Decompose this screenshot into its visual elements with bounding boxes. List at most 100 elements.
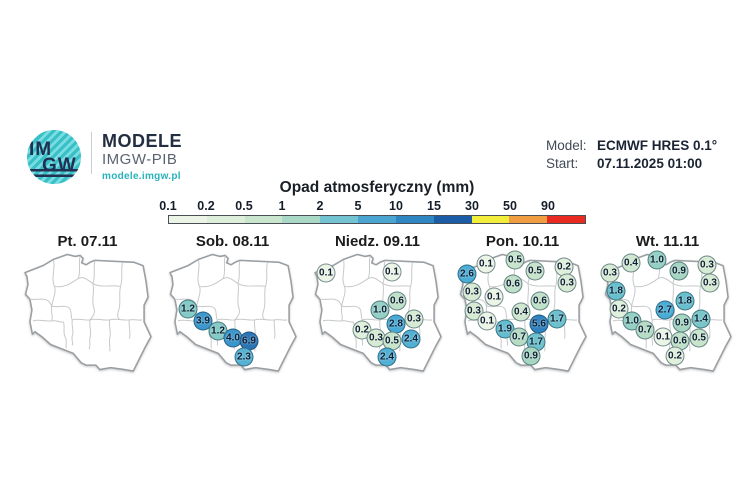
legend-tick: 50 [503,199,517,213]
precip-marker: 0.3 [404,309,424,329]
imgw-brand: IM GW MODELE IMGW-PIB modele.imgw.pl [27,130,182,184]
logo-text-top: IM [29,139,53,160]
precip-marker: 0.3 [366,328,386,348]
precip-marker: 0.7 [509,327,529,347]
precip-marker: 3.9 [193,311,213,331]
precip-marker: 0.6 [530,291,550,311]
legend-segment [358,216,396,223]
precip-marker: 2.4 [401,329,421,349]
precip-marker: 0.9 [669,261,689,281]
legend-segment [169,216,207,223]
panel-day-label: Wt. 11.11 [635,233,700,250]
precipitation-colorbar [168,215,586,224]
precip-marker: 0.7 [635,320,655,340]
precip-marker: 2.8 [386,314,406,334]
panel-day-label: Niedz. 09.11 [334,233,421,250]
brand-text: MODELE IMGW-PIB modele.imgw.pl [102,130,183,183]
precip-marker: 0.6 [503,274,523,294]
model-info: Model: ECMWF HRES 0.1° Start: 07.11.2025… [546,138,717,171]
legend-segment [547,216,585,223]
precip-marker: 2.7 [655,300,675,320]
precip-marker: 0.2 [665,346,685,366]
legend-tick: 0.1 [159,199,177,213]
legend-segment [320,216,359,223]
panel-day-label: Pon. 10.11 [485,233,560,250]
legend-tick-labels: 0.1 0.2 0.5 1 2 5 10 15 30 50 90 [159,199,586,213]
precip-marker: 0.9 [672,313,692,333]
precip-marker: 0.1 [653,327,673,347]
precip-marker: 4.0 [223,328,243,348]
poland-map: 0.1 0.1 0.6 1.0 0.3 2.8 0.2 0.3 0.5 2.4 2.4 [313,252,443,374]
brand-divider [91,132,92,174]
legend-tick: 10 [389,199,403,213]
legend-tick: 0.5 [235,199,253,213]
poland-map: 1.2 3.9 1.2 4.0 6.9 2.3 [168,252,298,374]
precip-marker: 0.3 [600,263,620,283]
legend-segment [471,216,510,223]
poland-map: 0.5 0.1 0.2 2.6 0.5 0.3 0.6 0.3 0.1 0.6 0.3 0.4 0.1 1… [457,250,588,374]
precip-marker: 2.4 [377,347,397,367]
forecast-panels: Pt. 07.11 Sob. 08.11 1.2 3.9 1.2 4.0 6.9 2.3 … [0,233,748,383]
precip-marker: 0.3 [700,273,720,293]
precip-marker: 0.6 [387,291,407,311]
precip-marker: 5.6 [529,314,549,334]
legend-tick: 90 [541,199,555,213]
precip-marker: 1.8 [675,291,695,311]
precip-marker: 0.5 [689,328,709,348]
precip-marker: 1.8 [606,281,626,301]
legend-tick: 15 [427,199,441,213]
precip-marker: 2.3 [234,347,254,367]
legend-segment [395,216,434,223]
legend-tick: 1 [278,199,286,213]
model-label: Model: [546,138,587,153]
start-label: Start: [546,156,579,171]
precip-marker: 0.3 [462,282,482,302]
brand-url-link[interactable]: modele.imgw.pl [102,171,181,183]
legend-tick: 5 [354,199,362,213]
forecast-panel: Pt. 07.11 [15,233,160,383]
precip-marker: 0.1 [484,287,504,307]
precip-marker: 0.4 [511,302,531,322]
forecast-panel: Wt. 11.11 1.0 0.4 0.3 0.3 0.9 0.3 1.8 1.8 0.2 2.7… [595,233,740,383]
legend-tick: 2 [316,199,324,213]
legend-segment [433,216,472,223]
precip-marker: 1.4 [691,309,711,329]
precip-marker: 0.1 [316,263,336,283]
precip-marker: 0.3 [697,255,717,275]
brand-name: MODELE [102,131,183,151]
logo-waves-icon [27,169,81,180]
precip-marker: 0.2 [609,299,629,319]
precip-marker: 0.4 [621,253,641,273]
precip-marker: 0.3 [557,273,577,293]
precip-marker: 0.5 [505,250,525,270]
precip-marker: 0.1 [476,254,496,274]
forecast-panel: Pon. 10.11 0.5 0.1 0.2 2.6 0.5 0.3 0.6 0.3 0.1 0.… [450,233,595,383]
panel-day-label: Pt. 07.11 [57,233,118,250]
forecast-panel: Sob. 08.11 1.2 3.9 1.2 4.0 6.9 2.3 [160,233,305,383]
legend-segment [206,216,245,223]
legend-segment [509,216,548,223]
precip-marker: 1.0 [370,300,390,320]
brand-org: IMGW-PIB [102,150,178,168]
legend-tick: 30 [465,199,479,213]
poland-outline-icon [24,253,152,372]
poland-map: 1.0 0.4 0.3 0.3 0.9 0.3 1.8 1.8 0.2 2.7 1.0 1.4 0.9 0… [600,250,733,374]
legend-title: Opad atmosferyczny (mm) [279,179,475,196]
precip-marker: 1.0 [647,250,667,270]
legend-segment [244,216,283,223]
precip-marker: 2.6 [457,264,477,284]
precip-marker: 1.7 [547,309,567,329]
precip-marker: 0.1 [477,311,497,331]
precip-marker: 0.5 [525,261,545,281]
forecast-panel: Niedz. 09.11 0.1 0.1 0.6 1.0 0.3 2.8 0.2 0.3 0.5… [305,233,450,383]
legend-tick: 0.2 [197,199,215,213]
poland-map [23,252,153,374]
precip-marker: 0.9 [521,346,541,366]
precip-marker: 1.2 [178,299,198,319]
legend-segment [282,216,321,223]
precip-marker: 0.1 [382,262,402,282]
panel-day-label: Sob. 08.11 [195,233,270,250]
model-value: ECMWF HRES 0.1° [597,138,718,153]
start-value: 07.11.2025 01:00 [597,156,703,171]
